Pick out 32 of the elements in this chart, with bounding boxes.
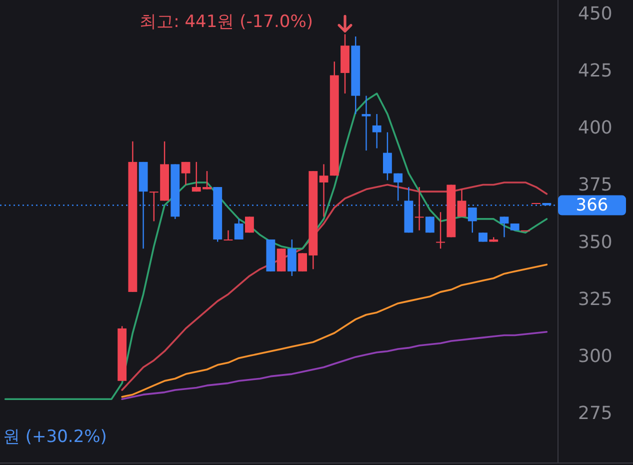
candlestick [234, 218, 244, 240]
candlestick [394, 172, 403, 202]
candlestick [372, 113, 382, 149]
ref-line-label: 366 [576, 195, 608, 216]
candlestick [245, 216, 254, 234]
candlestick [425, 216, 434, 234]
line-series [121, 182, 548, 391]
annotation: 원 (+30.2%) [3, 427, 107, 448]
candlestick [478, 232, 488, 242]
line-series [121, 330, 548, 400]
annotation: 최고: 441원 (-17.0%) [140, 12, 313, 32]
y-tick-label: 275 [578, 402, 612, 424]
line-series [121, 264, 548, 398]
candlestick [436, 212, 445, 250]
y-tick-label: 375 [578, 174, 612, 196]
candlestick [276, 248, 286, 272]
candlestick [457, 188, 466, 218]
y-tick-label: 300 [578, 345, 612, 366]
candlestick [287, 238, 296, 277]
candlestick [500, 216, 509, 238]
candlestick [414, 186, 424, 231]
y-tick-label: 325 [578, 288, 612, 310]
y-tick-label: 425 [578, 60, 612, 82]
candlestick [362, 95, 371, 152]
candlestick [224, 230, 233, 240]
candlestick [383, 132, 392, 181]
candlestick [319, 164, 328, 218]
y-tick-label: 450 [578, 3, 612, 24]
line-series [4, 92, 548, 400]
y-tick-label: 400 [578, 117, 612, 138]
candlestick [181, 161, 190, 186]
y-tick-label: 350 [578, 231, 612, 252]
